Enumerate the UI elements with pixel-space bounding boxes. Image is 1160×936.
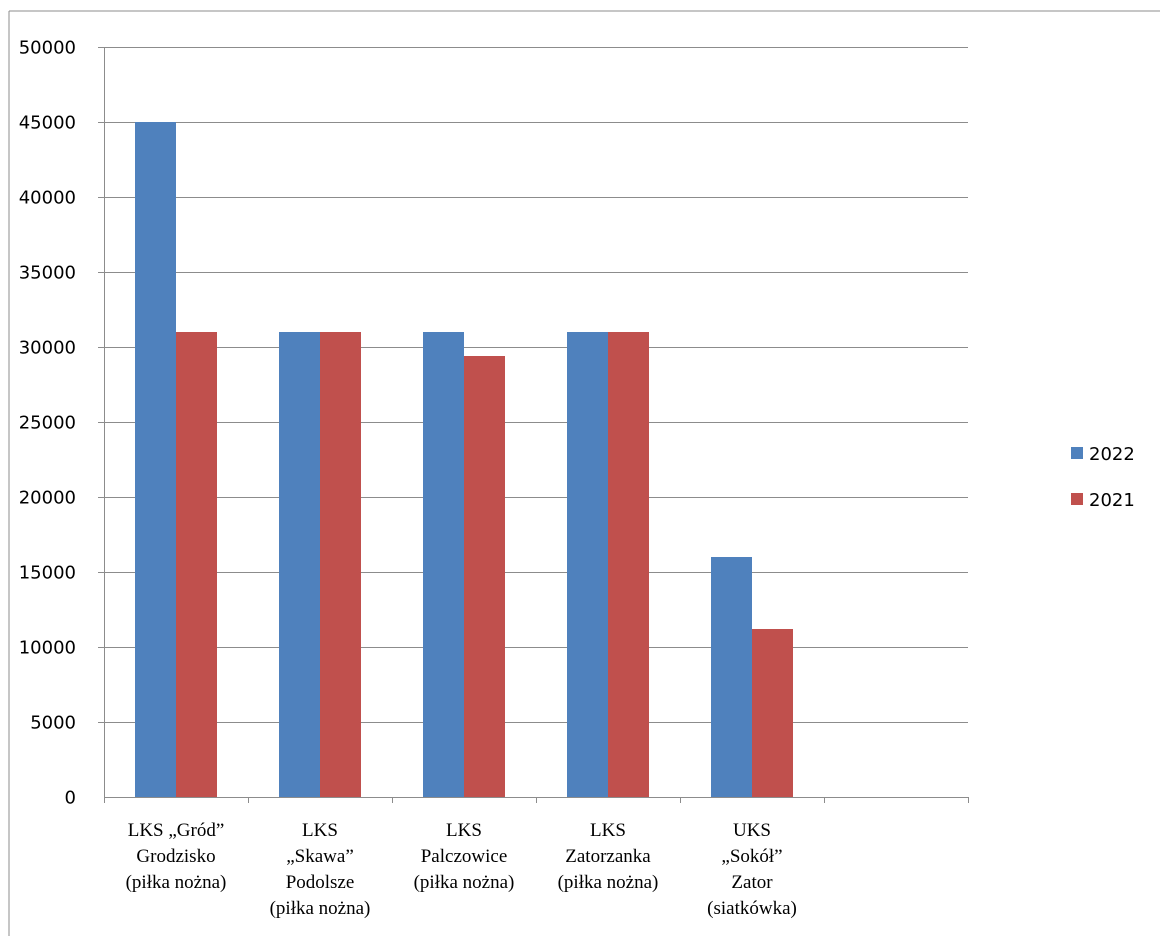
bar-2022-3 [567,332,608,797]
y-tick-label: 5000 [30,713,76,734]
x-tick-label: (piłka nożna) [558,872,659,893]
legend: 2022 2021 [1071,444,1135,511]
legend-label-2022: 2022 [1089,444,1135,465]
y-tick-label: 35000 [19,263,76,284]
x-tick-label: LKS [590,820,626,841]
chart-frame [8,10,1160,936]
bar-2022-4 [711,557,752,797]
x-tick-label: „Skawa” [286,846,354,867]
y-tick-label: 20000 [19,488,76,509]
y-tick-label: 25000 [19,413,76,434]
y-tick-label: 15000 [19,563,76,584]
y-axis-tick-labels: 0 5000 10000 15000 20000 25000 30000 35000 40000… [19,38,76,809]
x-tick-label: UKS [733,820,771,841]
x-tick-label: (siatkówka) [707,898,797,919]
y-tick-label: 50000 [19,38,76,59]
x-tick-label: Podolsze [286,872,355,893]
x-tick-label: (piłka nożna) [126,872,227,893]
y-tick-label: 30000 [19,338,76,359]
y-tick-label: 40000 [19,188,76,209]
bars [135,122,793,797]
x-tick-label: Zatorzanka [565,846,651,867]
bar-2021-1 [320,332,361,797]
x-tick-label: (piłka nożna) [270,898,371,919]
bar-2022-2 [423,332,464,797]
legend-swatch-2022 [1071,447,1083,459]
legend-label-2021: 2021 [1089,490,1135,511]
x-tick-label: Grodzisko [136,846,215,867]
x-tick-label: Zator [731,872,773,893]
x-tick-label: LKS [446,820,482,841]
bar-2022-1 [279,332,320,797]
bar-2022-0 [135,122,176,797]
x-tick-label: LKS „Gród” [128,820,225,841]
legend-swatch-2021 [1071,493,1083,505]
x-tick-label: LKS [302,820,338,841]
gridlines [98,47,968,723]
bar-2021-2 [464,356,505,797]
y-tick-label: 10000 [19,638,76,659]
x-tick-label: Palczowice [421,846,508,867]
y-tick-label: 45000 [19,113,76,134]
x-axis-tick-labels: LKS „Gród” Grodzisko (piłka nożna) LKS „Skaw… [126,820,797,919]
y-tick-label: 0 [65,788,76,809]
bar-2021-3 [608,332,649,797]
bar-2021-0 [176,332,217,797]
bar-2021-4 [752,629,793,797]
axes [104,47,969,803]
x-tick-label: „Sokół” [721,846,782,867]
x-tick-label: (piłka nożna) [414,872,515,893]
